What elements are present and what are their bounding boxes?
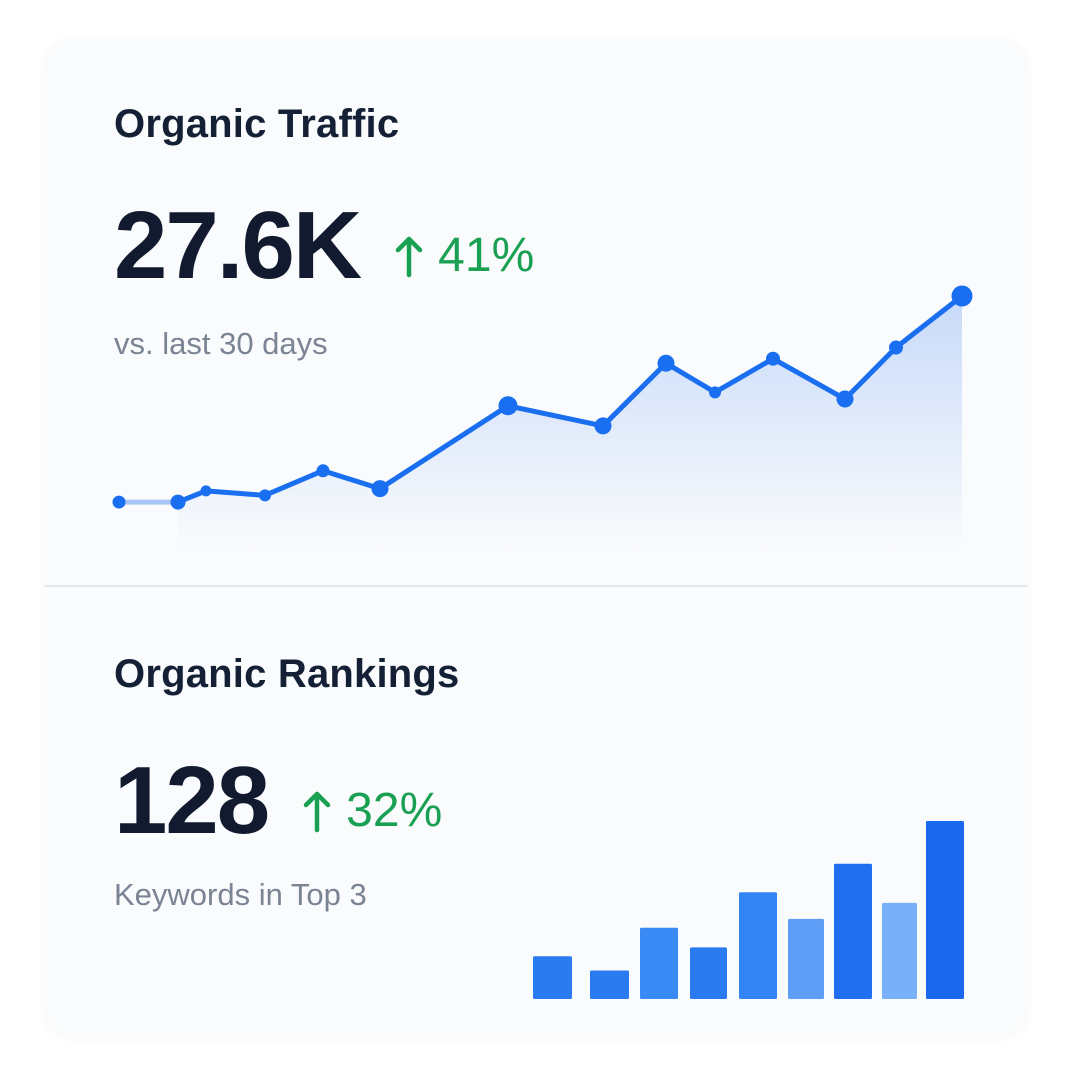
traffic-data-point xyxy=(766,351,780,366)
traffic-data-point xyxy=(316,464,330,478)
traffic-area-fill xyxy=(178,296,962,550)
traffic-data-point xyxy=(259,489,271,502)
rankings-bar xyxy=(788,918,824,999)
traffic-data-point xyxy=(112,495,126,509)
organic-traffic-subtitle: vs. last 30 days xyxy=(114,326,328,361)
organic-rankings-change-value: 32% xyxy=(346,784,443,837)
rankings-bar xyxy=(834,863,872,999)
organic-rankings-title: Organic Rankings xyxy=(114,652,460,696)
organic-rankings-metric: 128 32% xyxy=(114,753,442,849)
organic-traffic-change-value: 41% xyxy=(438,229,535,282)
organic-rankings-change: 32% xyxy=(302,787,442,835)
organic-rankings-panel: Organic Rankings 128 32% Keywords in Top… xyxy=(44,587,1028,1036)
organic-rankings-chart xyxy=(533,821,964,999)
traffic-data-point xyxy=(709,386,721,399)
traffic-data-point xyxy=(170,494,186,510)
traffic-data-point xyxy=(594,417,612,435)
traffic-data-point xyxy=(836,390,854,408)
rankings-bar xyxy=(739,892,777,999)
rankings-bar xyxy=(640,927,678,999)
traffic-data-point xyxy=(657,354,675,372)
rankings-bar xyxy=(690,947,727,999)
organic-traffic-change: 41% xyxy=(394,232,534,280)
arrow-up-icon xyxy=(303,791,331,833)
dashboard-card: Organic Traffic 27.6K 41% vs. last 30 da… xyxy=(44,38,1028,1036)
organic-traffic-panel: Organic Traffic 27.6K 41% vs. last 30 da… xyxy=(44,38,1028,585)
rankings-bar xyxy=(533,956,572,999)
rankings-bar xyxy=(926,821,964,999)
traffic-data-point xyxy=(498,396,518,416)
organic-traffic-metric: 27.6K 41% xyxy=(114,198,534,294)
rankings-bar xyxy=(882,902,917,999)
traffic-data-point xyxy=(889,340,903,355)
organic-traffic-title: Organic Traffic xyxy=(114,102,400,146)
organic-rankings-value: 128 xyxy=(114,747,270,854)
organic-traffic-chart xyxy=(112,285,973,550)
traffic-data-point xyxy=(371,480,389,498)
traffic-data-point xyxy=(951,285,973,307)
rankings-bar xyxy=(590,970,629,999)
organic-traffic-value: 27.6K xyxy=(114,192,362,299)
organic-rankings-subtitle: Keywords in Top 3 xyxy=(114,877,367,912)
traffic-data-point xyxy=(200,485,212,497)
arrow-up-icon xyxy=(395,236,423,278)
section-divider xyxy=(44,585,1028,587)
